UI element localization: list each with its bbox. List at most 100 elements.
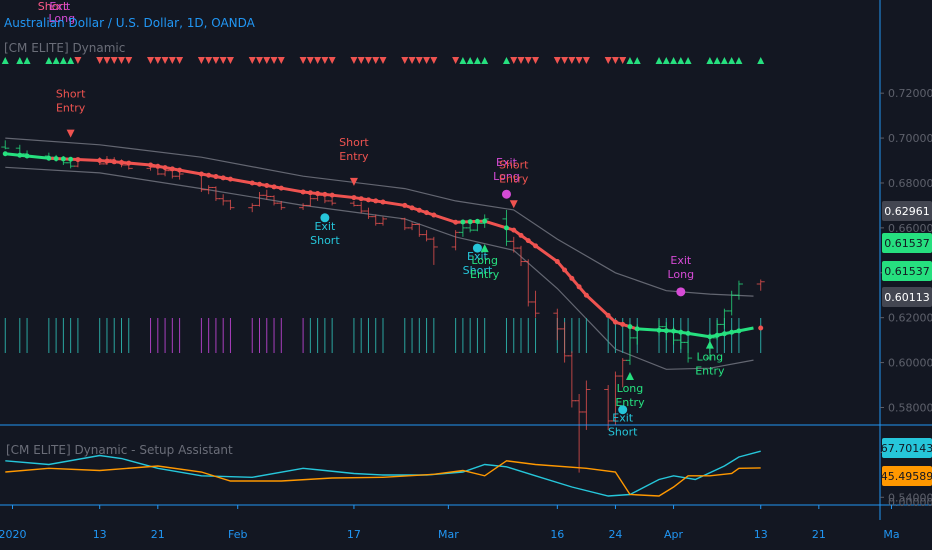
triangle-up-marker [728, 57, 736, 64]
triangle-down-marker [575, 57, 583, 64]
trend-dot [177, 167, 183, 173]
triangle-down-marker [430, 57, 438, 64]
candles[interactable] [1, 140, 765, 473]
price-tag-value: 0.61537 [884, 265, 930, 278]
price-tag: 0.61537 [882, 233, 932, 253]
triangle-up-marker [670, 57, 678, 64]
y-tick-label: 0.68000 [888, 177, 932, 190]
triangle-down-marker [372, 57, 380, 64]
trend-dot [416, 207, 422, 213]
triangle-up-marker [473, 57, 481, 64]
osc-tag-value: 45.49589 [881, 470, 932, 483]
price-tag-box [882, 201, 932, 221]
signal-triangle-up-marker [625, 372, 634, 381]
triangle-down-marker [125, 57, 133, 64]
trend-dot [315, 191, 321, 197]
price-tag-value: 0.62961 [884, 205, 930, 218]
triangle-down-marker [517, 57, 525, 64]
triangle-up-marker [466, 57, 474, 64]
trend-dot [206, 172, 212, 178]
trend-dot [503, 225, 509, 231]
triangle-up-marker [23, 57, 31, 64]
trend-dot [75, 157, 81, 163]
trend-dot [249, 180, 255, 186]
triangle-down-marker [611, 57, 619, 64]
trend-dot [460, 219, 466, 225]
trend-dot [511, 227, 517, 233]
triangle-down-marker [415, 57, 423, 64]
channel-bands [5, 137, 754, 370]
trend-dot [118, 159, 124, 165]
trend-dot [431, 212, 437, 218]
triangle-up-marker [59, 57, 67, 64]
osc-series-line[interactable] [5, 450, 761, 497]
trend-dot [53, 156, 59, 162]
triangle-down-marker [168, 57, 176, 64]
x-tick-label: Ma [883, 528, 899, 541]
trend-dot [721, 331, 727, 337]
trend-dot [213, 174, 219, 180]
trend-line-segment [709, 330, 732, 339]
trend-dot [583, 292, 589, 298]
symbol-title: Australian Dollar / U.S. Dollar, 1D, OAN… [4, 16, 256, 30]
triangle-down-marker [212, 57, 220, 64]
triangle-down-marker [364, 57, 372, 64]
trend-dot [620, 321, 626, 327]
triangle-up-marker [684, 57, 692, 64]
triangle-down-marker [154, 57, 162, 64]
x-tick-label: 24 [608, 528, 622, 541]
trend-dot [663, 328, 669, 334]
trend-dot [525, 238, 531, 244]
triangle-down-marker [226, 57, 234, 64]
triangle-up-marker [655, 57, 663, 64]
trend-dot [155, 163, 161, 169]
price-tag: 0.61537 [882, 261, 932, 281]
price-tag: 0.60113 [882, 287, 932, 307]
triangle-down-marker [408, 57, 416, 64]
triangle-up-marker [677, 57, 685, 64]
trend-dot [257, 181, 263, 187]
signal-label: Exit [670, 254, 692, 267]
trend-dot [322, 191, 328, 197]
triangle-down-marker [248, 57, 256, 64]
x-tick-label: 13 [754, 528, 768, 541]
trend-dot [482, 218, 488, 224]
trend-line-segment [731, 326, 754, 334]
triangle-down-marker [321, 57, 329, 64]
signal-label: Entry [56, 102, 86, 115]
y-tick-label: 0.58000 [888, 401, 932, 414]
triangle-down-marker [219, 57, 227, 64]
price-tag-box [882, 261, 932, 281]
trend-dot [612, 319, 618, 325]
triangle-up-marker [757, 57, 765, 64]
oscillator-pane[interactable] [5, 450, 761, 497]
osc-series-line[interactable] [5, 460, 761, 497]
triangle-up-marker [16, 57, 24, 64]
osc-tag: 67.70143 [881, 438, 932, 458]
upper-band-line [5, 137, 754, 297]
triangle-down-marker [117, 57, 125, 64]
triangle-down-marker [553, 57, 561, 64]
trend-triangle-row [1, 57, 765, 64]
trend-dot [409, 205, 415, 211]
trend-dot [678, 329, 684, 335]
signal-label: Entry [470, 268, 500, 281]
trend-dot [758, 325, 764, 331]
trend-dot [656, 327, 662, 333]
top-signal-label: Exit [49, 0, 71, 13]
triangle-down-marker [110, 57, 118, 64]
triangle-down-marker [176, 57, 184, 64]
trend-dot [533, 243, 539, 249]
trend-dot [126, 160, 132, 166]
osc-tag-box [882, 438, 932, 458]
trend-line-segment [614, 320, 638, 331]
